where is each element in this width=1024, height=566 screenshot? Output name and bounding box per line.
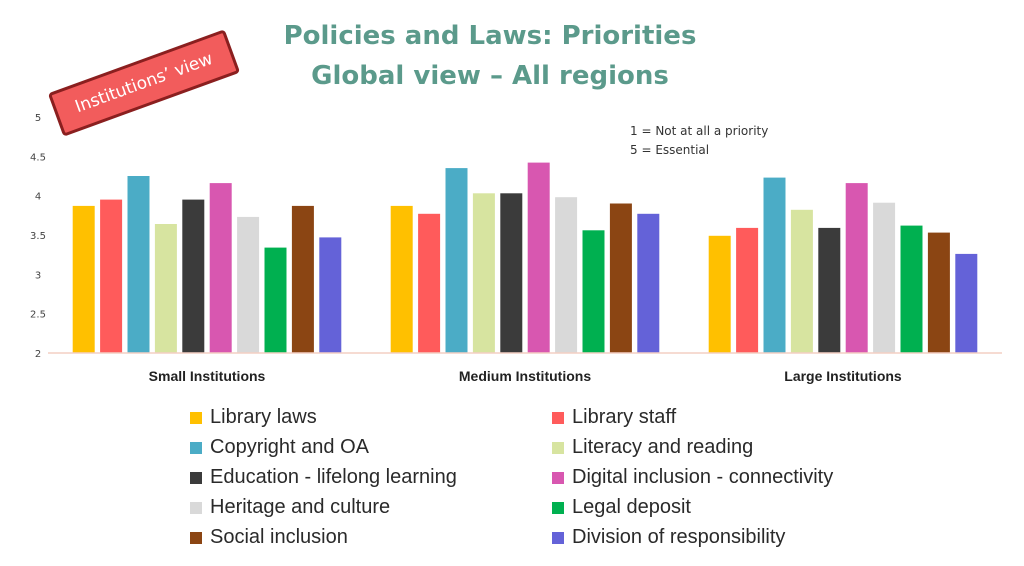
bar	[418, 213, 441, 353]
annotation-line-2: 5 = Essential	[630, 143, 709, 157]
bars-group	[72, 162, 978, 353]
bar	[736, 227, 759, 353]
y-tick-label: 5	[35, 113, 41, 124]
legend-item: Heritage and culture	[190, 496, 390, 519]
y-tick-label: 3	[35, 270, 41, 281]
bar	[790, 209, 813, 353]
y-tick-label: 2	[35, 349, 41, 360]
x-category-label: Small Institutions	[149, 368, 266, 384]
legend-swatch	[190, 471, 202, 484]
bar	[500, 193, 523, 353]
legend-item: Social inclusion	[190, 526, 348, 549]
y-tick-label: 3.5	[30, 231, 46, 242]
bar	[873, 202, 896, 353]
legend-label: Education - lifelong learning	[210, 466, 457, 488]
bar	[390, 205, 413, 353]
legend-swatch	[190, 411, 202, 424]
legend-item: Library laws	[190, 406, 317, 429]
bar	[154, 224, 177, 353]
annotation-line-1: 1 = Not at all a priority	[630, 124, 768, 138]
legend-swatch	[552, 501, 564, 514]
bar	[637, 213, 660, 353]
legend-swatch	[190, 531, 202, 544]
x-category-label: Large Institutions	[784, 368, 902, 384]
bar	[955, 253, 978, 353]
legend-label: Literacy and reading	[572, 436, 754, 458]
y-tick-label: 2.5	[30, 310, 46, 321]
legend-swatch	[552, 471, 564, 484]
legend-item: Legal deposit	[552, 496, 691, 519]
bar	[100, 199, 123, 353]
bar	[845, 183, 868, 353]
bar	[72, 205, 95, 353]
legend-item: Library staff	[552, 406, 676, 429]
legend-item: Division of responsibility	[552, 526, 785, 549]
legend-label: Legal deposit	[572, 496, 691, 518]
bar	[900, 225, 923, 353]
y-axis: 2 2.5 3 3.5 4 4.5 5	[30, 113, 46, 360]
legend-label: Library laws	[210, 406, 317, 428]
bar	[708, 235, 731, 353]
legend-label: Copyright and OA	[210, 436, 369, 458]
legend-label: Division of responsibility	[572, 526, 786, 548]
legend-swatch	[190, 441, 202, 454]
y-tick-label: 4	[35, 192, 41, 203]
x-axis: Small Institutions Medium Institutions Lar…	[149, 368, 902, 384]
legend-swatch	[552, 531, 564, 544]
bar	[472, 193, 495, 353]
bar	[291, 205, 314, 353]
legend-label: Digital inclusion - connectivity	[572, 466, 834, 488]
chart-title-line-2: Global view – All regions	[311, 61, 669, 91]
legend-label: Heritage and culture	[210, 496, 391, 518]
legend-item: Copyright and OA	[190, 436, 369, 459]
bar	[927, 232, 950, 353]
bar	[237, 216, 260, 353]
legend-swatch	[552, 411, 564, 424]
legend-item: Literacy and reading	[552, 436, 753, 459]
bar	[182, 199, 205, 353]
legend-item: Digital inclusion - connectivity	[552, 466, 833, 489]
bar	[127, 176, 150, 353]
bar	[555, 197, 578, 353]
x-category-label: Medium Institutions	[459, 368, 591, 384]
bar	[209, 183, 232, 353]
chart-title-line-1: Policies and Laws: Priorities	[283, 21, 697, 51]
bar	[818, 227, 841, 353]
bar	[264, 247, 287, 353]
legend-item: Education - lifelong learning	[190, 466, 457, 489]
legend-label: Library staff	[572, 406, 677, 428]
bar	[445, 168, 468, 353]
legend-swatch	[190, 501, 202, 514]
bar	[582, 230, 605, 353]
bar	[763, 177, 786, 353]
y-tick-label: 4.5	[30, 152, 46, 163]
bar	[609, 203, 632, 353]
legend-label: Social inclusion	[210, 526, 348, 548]
legend-swatch	[552, 441, 564, 454]
bar	[319, 237, 342, 353]
bar	[527, 162, 550, 353]
